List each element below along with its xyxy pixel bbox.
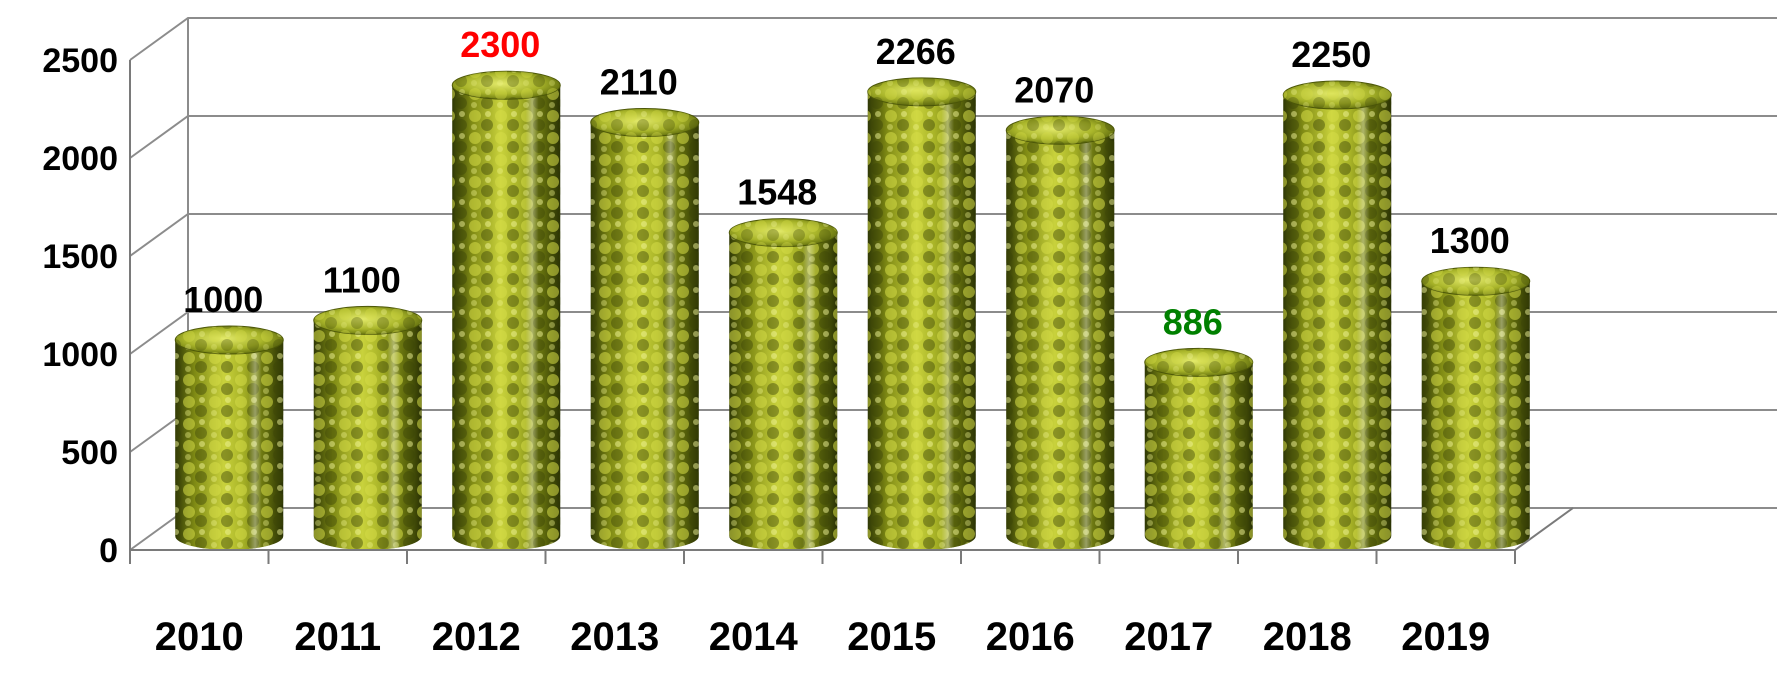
data-label: 1100 bbox=[323, 259, 401, 300]
gridline bbox=[129, 17, 1777, 61]
bar-top-texture bbox=[313, 306, 422, 335]
bar-sheen bbox=[1421, 281, 1530, 550]
bar bbox=[451, 70, 561, 550]
bar-sheen bbox=[729, 232, 838, 551]
data-label: 1300 bbox=[1430, 220, 1510, 261]
y-tick-label: 0 bbox=[99, 532, 118, 570]
bar-sheen bbox=[313, 320, 422, 550]
bar-top-texture bbox=[867, 77, 976, 106]
bar bbox=[1421, 266, 1531, 550]
data-label: 2110 bbox=[600, 61, 678, 102]
y-tick-label: 2000 bbox=[42, 140, 118, 178]
bar-sheen bbox=[590, 122, 699, 550]
data-label: 1548 bbox=[737, 172, 817, 213]
bar-sheen bbox=[867, 91, 976, 550]
data-label: 2266 bbox=[876, 31, 956, 72]
bar bbox=[174, 325, 284, 550]
y-tick-label: 2500 bbox=[42, 42, 118, 80]
bar-sheen bbox=[452, 85, 561, 550]
x-axis: 2010 2011 2012 2013 2014 2015 2016 2017 2018 2019 bbox=[129, 507, 1574, 659]
y-tick-label: 1500 bbox=[42, 238, 118, 276]
data-label: 886 bbox=[1163, 301, 1223, 342]
bar-top-texture bbox=[1006, 116, 1115, 145]
data-label: 2300 bbox=[460, 24, 540, 65]
x-tick-label: 2012 bbox=[432, 615, 521, 659]
y-axis: 0 500 1000 1500 2000 2500 bbox=[42, 42, 131, 570]
bar-top-texture bbox=[1144, 348, 1253, 377]
gridline bbox=[129, 311, 1777, 355]
data-label: 2250 bbox=[1291, 34, 1371, 75]
bar bbox=[590, 107, 700, 550]
x-tick-label: 2015 bbox=[847, 615, 936, 659]
gridline bbox=[129, 213, 1777, 257]
x-tick-label: 2011 bbox=[294, 615, 381, 659]
bar bbox=[1005, 115, 1115, 550]
x-tick-label: 2013 bbox=[570, 615, 659, 659]
x-tick-label: 2018 bbox=[1263, 615, 1352, 659]
bar-sheen bbox=[1144, 362, 1253, 550]
x-tick-label: 2010 bbox=[155, 615, 244, 659]
bar-sheen bbox=[175, 340, 284, 550]
gridline bbox=[129, 115, 1777, 159]
bar-sheen bbox=[1283, 95, 1392, 550]
bar-sheen bbox=[1006, 130, 1115, 550]
bar bbox=[728, 218, 838, 551]
bar-top-texture bbox=[175, 326, 284, 354]
y-tick-label: 500 bbox=[61, 434, 118, 472]
x-tick-label: 2014 bbox=[709, 615, 799, 659]
bar bbox=[1282, 80, 1392, 550]
data-label: 2070 bbox=[1014, 69, 1094, 110]
data-labels: 1000 1100 2300 2110 1548 2266 2070 886 2250 1300 bbox=[183, 24, 1510, 342]
y-tick-label: 1000 bbox=[42, 336, 118, 374]
x-tick-label: 2016 bbox=[986, 615, 1075, 659]
bar bbox=[1144, 347, 1254, 550]
bar-top-texture bbox=[1421, 267, 1530, 296]
bar bbox=[313, 305, 423, 550]
bar-top-texture bbox=[452, 71, 561, 100]
bar bbox=[867, 77, 977, 550]
x-tick-label: 2019 bbox=[1401, 615, 1490, 659]
bar-top-texture bbox=[1283, 81, 1392, 109]
x-tick-label: 2017 bbox=[1124, 615, 1213, 659]
bar-top-texture bbox=[590, 108, 699, 137]
data-label: 1000 bbox=[183, 279, 263, 320]
bars bbox=[174, 70, 1531, 551]
bar-top-texture bbox=[729, 218, 838, 247]
